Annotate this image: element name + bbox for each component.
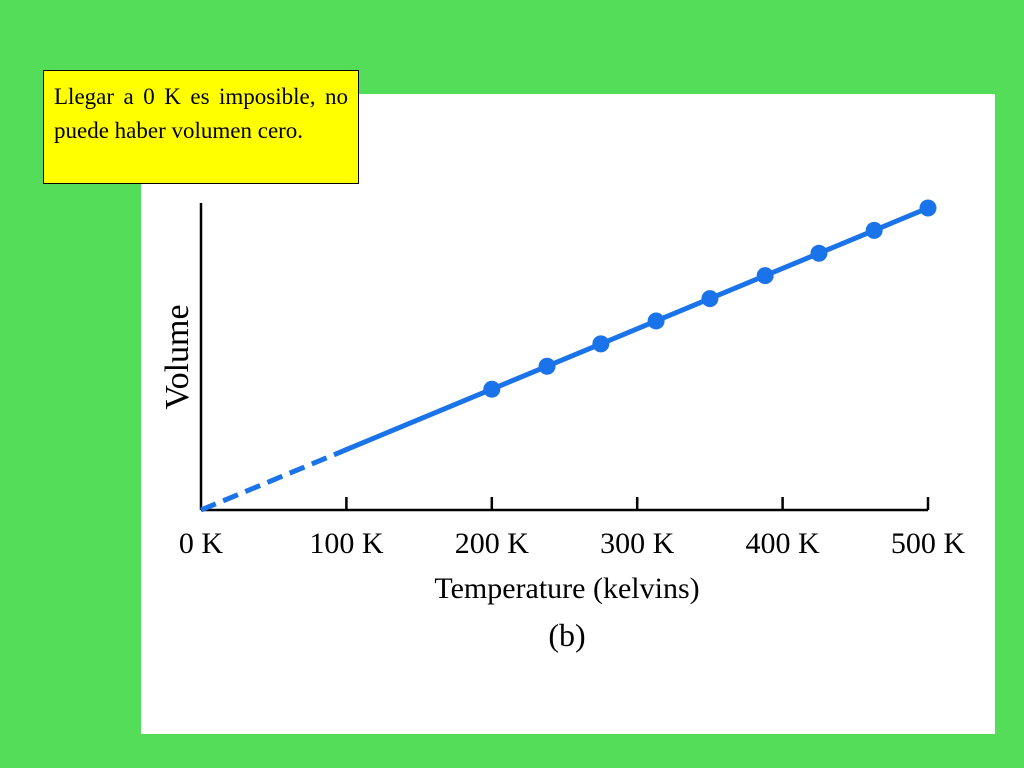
- data-point: [865, 221, 883, 239]
- x-tick-label: 200 K: [455, 527, 530, 560]
- x-tick-labels: 0 K 100 K 200 K 300 K 400 K 500 K: [179, 527, 966, 560]
- x-tick-label: 500 K: [891, 527, 966, 560]
- chart-panel: [141, 94, 995, 734]
- x-ticks: [345, 497, 930, 510]
- callout-note: Llegar a 0 K es imposible, no puede habe…: [43, 70, 359, 184]
- measured-line: [343, 205, 931, 453]
- data-point: [756, 267, 774, 285]
- data-point: [647, 312, 665, 330]
- data-point: [592, 335, 610, 353]
- x-axis-label: Temperature (kelvins): [434, 572, 699, 605]
- axes: [199, 203, 928, 512]
- data-point: [919, 199, 937, 217]
- data-points: [483, 199, 937, 398]
- x-tick-label: 100 K: [309, 527, 384, 560]
- data-point: [810, 244, 828, 262]
- series: [200, 205, 931, 513]
- extrapolated-line: [200, 447, 348, 513]
- y-axis-label: Volume: [159, 304, 196, 409]
- x-tick-label: 0 K: [179, 527, 224, 560]
- x-tick-label: 400 K: [746, 527, 821, 560]
- data-point: [538, 357, 556, 375]
- data-point: [483, 380, 501, 398]
- x-tick-label: 300 K: [600, 527, 675, 560]
- chart-caption: (b): [548, 617, 585, 653]
- data-point: [701, 290, 719, 308]
